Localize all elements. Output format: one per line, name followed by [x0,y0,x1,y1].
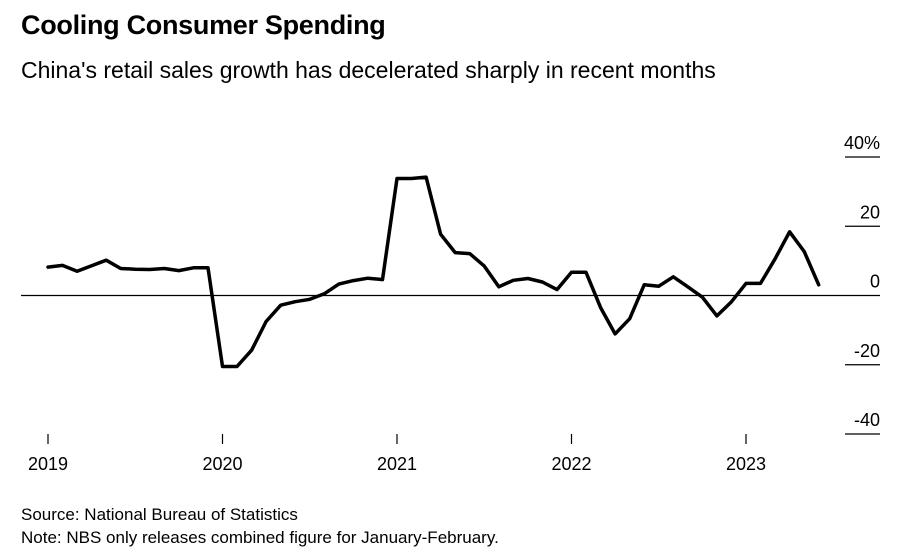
chart-subtitle: China's retail sales growth has decelera… [21,57,716,83]
x-tick-label: 2023 [726,454,766,474]
footnote: Note: NBS only releases combined figure … [21,528,499,547]
y-tick-label: 40% [844,133,880,153]
x-tick-label: 2019 [28,454,68,474]
y-tick-label: -20 [854,341,880,361]
x-tick-label: 2022 [551,454,591,474]
y-tick-label: 0 [870,272,880,292]
x-tick-label: 2021 [377,454,417,474]
y-tick-label: -40 [854,410,880,430]
y-tick-label: 20 [860,202,880,222]
chart-title: Cooling Consumer Spending [21,10,386,40]
x-tick-label: 2020 [202,454,242,474]
series-line [46,175,821,369]
source-note: Source: National Bureau of Statistics [21,505,298,524]
